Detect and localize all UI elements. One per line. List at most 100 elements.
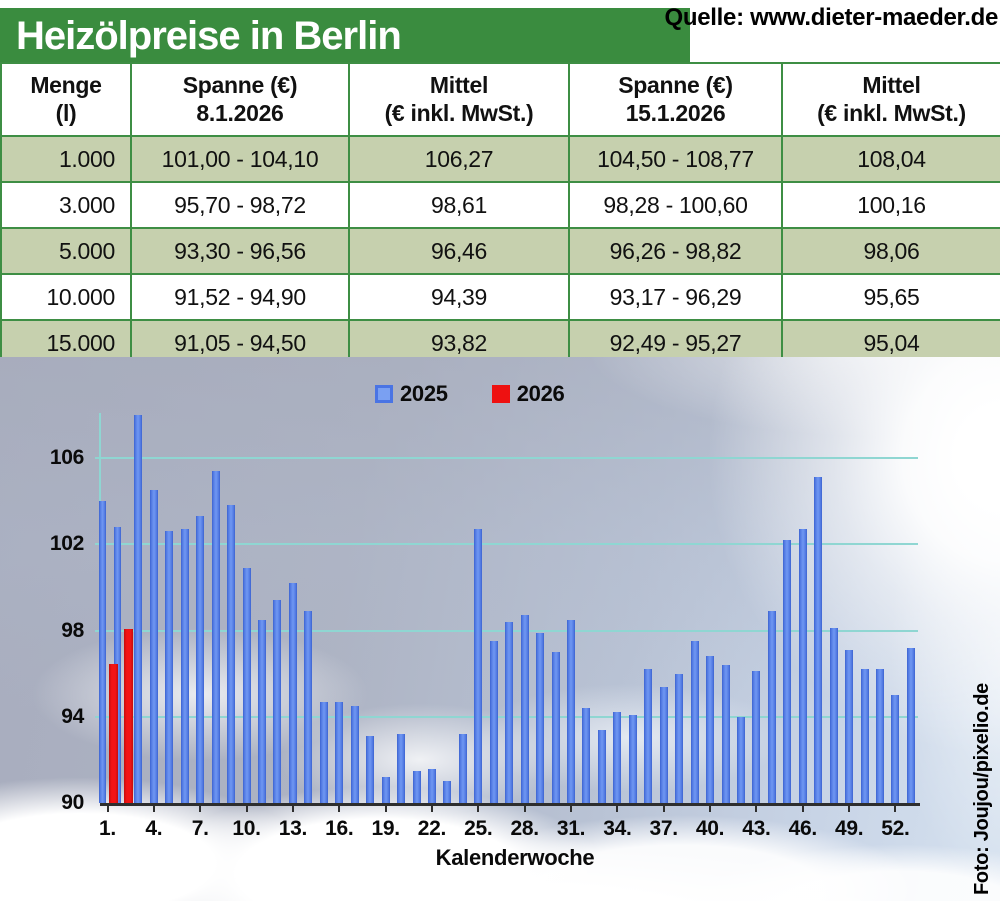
bar-2025-week-27 <box>505 621 514 803</box>
x-axis-title: Kalenderwoche <box>435 845 595 870</box>
legend-label: 2026 <box>516 381 565 406</box>
bar-2025-week-16 <box>335 701 344 803</box>
x-axis-tick <box>152 803 155 812</box>
bar-2025-week-38 <box>675 673 684 803</box>
bar-2025-week-12 <box>273 600 282 803</box>
table-cell: 98,28 - 100,60 <box>568 181 783 229</box>
column-header-3: Spanne (€) 15.1.2026 <box>568 62 783 137</box>
x-axis-tick <box>662 803 665 812</box>
x-axis-tick-label: 43. <box>742 817 771 840</box>
bar-2025-week-36 <box>644 669 653 803</box>
bar-2025-week-28 <box>520 615 529 803</box>
x-axis-tick <box>894 803 897 812</box>
x-axis-tick <box>384 803 387 812</box>
bar-2025-week-53 <box>906 647 915 803</box>
bar-2025-week-13 <box>288 583 297 803</box>
x-axis-tick <box>848 803 851 812</box>
bar-2025-week-18 <box>366 736 375 803</box>
y-axis-tick-label: 106 <box>49 446 84 469</box>
x-axis-tick <box>523 803 526 812</box>
table-row: 1.000 101,00 - 104,10 106,27 104,50 - 108,7… <box>0 135 1000 183</box>
bar-2025-week-35 <box>628 714 637 803</box>
column-header-4: Mittel (€ inkl. MwSt.) <box>781 62 1000 137</box>
bar-2025-week-23 <box>443 781 452 803</box>
bar-2025-week-48 <box>829 628 838 803</box>
bar-2025-week-41 <box>721 665 730 803</box>
chart-legend: 2025 2026 <box>375 381 565 407</box>
bar-2025-week-44 <box>767 611 776 803</box>
price-table: Menge (l) Spanne (€) 8.1.2026 Mittel (€ inkl.… <box>0 62 1000 367</box>
x-axis-tick-label: 22. <box>417 817 447 840</box>
table-cell: 1.000 <box>0 135 132 183</box>
x-axis-tick <box>338 803 341 812</box>
x-axis-tick-label: 49. <box>834 817 864 840</box>
x-axis-tick-label: 10. <box>232 817 261 840</box>
bar-2025-week-3 <box>134 414 143 803</box>
bar-2025-week-25 <box>474 529 483 803</box>
bar-2025-week-29 <box>536 632 545 803</box>
bar-2025-week-37 <box>659 686 668 803</box>
x-axis-tick-label: 13. <box>278 817 308 840</box>
table-cell: 91,52 - 94,90 <box>130 273 350 321</box>
bar-2025-week-45 <box>783 539 792 803</box>
y-axis-tick-label: 90 <box>61 791 84 814</box>
bar-2025-week-8 <box>211 470 220 803</box>
table-row: 3.000 95,70 - 98,72 98,61 98,28 - 100,60 100… <box>0 181 1000 229</box>
bar-2025-week-7 <box>196 516 205 803</box>
x-axis-tick-label: 1. <box>99 817 116 840</box>
table-cell: 98,06 <box>781 227 1000 275</box>
x-axis-tick <box>106 803 109 812</box>
bar-2025-week-47 <box>814 477 823 803</box>
y-axis-tick-label: 98 <box>61 618 84 642</box>
bar-2025-week-30 <box>551 652 560 803</box>
column-header-2: Mittel (€ inkl. MwSt.) <box>348 62 570 137</box>
legend-swatch-icon <box>375 385 393 403</box>
x-axis-tick <box>570 803 572 812</box>
x-axis-line <box>100 803 920 806</box>
x-axis-tick <box>245 803 248 812</box>
x-axis-tick-label: 25. <box>464 817 493 840</box>
bar-2025-week-39 <box>690 641 699 803</box>
x-axis-tick-label: 37. <box>649 817 679 840</box>
bar-2025-week-22 <box>427 768 436 803</box>
table-cell: 94,39 <box>348 273 570 321</box>
source-credit: Quelle: www.dieter-maeder.de <box>664 4 999 31</box>
table-row: 10.000 91,52 - 94,90 94,39 93,17 - 96,29 95,… <box>0 273 1000 321</box>
bar-2025-week-17 <box>350 705 359 803</box>
bar-2025-week-42 <box>736 716 745 803</box>
x-axis-tick-label: 4. <box>145 817 163 840</box>
table-cell: 106,27 <box>348 135 570 183</box>
price-table-body: 1.000 101,00 - 104,10 106,27 104,50 - 108,7… <box>0 135 1000 367</box>
bar-2025-week-4 <box>149 490 158 803</box>
x-axis-tick <box>801 803 804 812</box>
table-cell: 93,17 - 96,29 <box>568 273 783 321</box>
table-cell: 95,70 - 98,72 <box>130 181 350 229</box>
bar-2025-week-21 <box>412 770 421 803</box>
bar-2025-week-19 <box>381 777 390 803</box>
bar-2025-week-31 <box>567 619 575 803</box>
table-cell: 3.000 <box>0 181 132 229</box>
column-header-0: Menge (l) <box>0 62 132 137</box>
legend-item-2026: 2026 <box>491 381 565 407</box>
x-axis-tick-label: 7. <box>191 817 209 840</box>
bar-2025-week-11 <box>258 619 266 803</box>
bar-2025-week-26 <box>489 641 498 803</box>
price-table-header: Menge (l) Spanne (€) 8.1.2026 Mittel (€ inkl.… <box>0 62 1000 137</box>
bar-2025-week-43 <box>752 671 761 803</box>
table-cell: 98,61 <box>348 181 570 229</box>
x-axis-tick-label: 40. <box>695 817 725 840</box>
x-axis-tick <box>477 803 480 812</box>
x-axis-tick-label: 31. <box>556 817 586 840</box>
x-axis-tick-label: 34. <box>603 817 632 840</box>
table-cell: 95,65 <box>781 273 1000 321</box>
y-axis-tick-label: 94 <box>61 704 84 728</box>
bar-2025-week-9 <box>227 505 236 803</box>
legend-label: 2025 <box>400 381 448 406</box>
table-cell: 108,04 <box>781 135 1000 183</box>
x-axis-tick <box>291 803 294 812</box>
table-cell: 100,16 <box>781 181 1000 229</box>
bar-2025-week-20 <box>397 734 406 803</box>
bar-2025-week-50 <box>860 669 869 803</box>
bar-2025-week-34 <box>613 712 622 803</box>
legend-item-2025: 2025 <box>375 381 448 407</box>
